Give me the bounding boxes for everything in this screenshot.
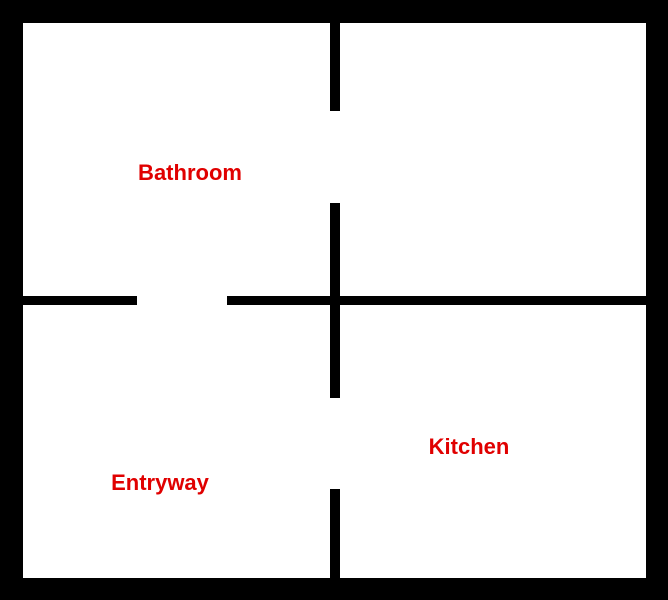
room-label-bathroom: Bathroom — [138, 160, 242, 185]
doorway-upper — [330, 111, 340, 203]
doorway-bathroom-entryway — [137, 296, 227, 305]
room-label-entryway: Entryway — [111, 470, 209, 495]
room-label-kitchen: Kitchen — [428, 434, 510, 459]
doorway-entryway-kitchen — [330, 398, 340, 489]
vertical-wall — [330, 23, 340, 578]
